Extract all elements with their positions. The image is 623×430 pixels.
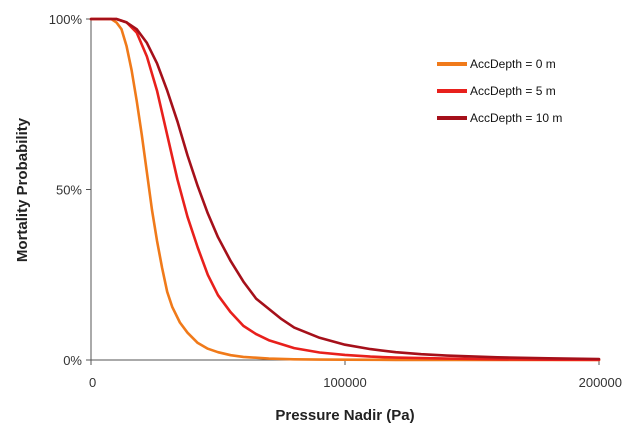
y-axis-title: Mortality Probability xyxy=(14,117,31,262)
x-tick-label: 100000 xyxy=(323,375,366,390)
x-tick-label: 200000 xyxy=(579,375,622,390)
series-lines xyxy=(89,17,601,362)
legend-label-1: AccDepth = 5 m xyxy=(470,84,556,98)
x-axis-ticks: 0 100000 200000 xyxy=(89,360,622,390)
x-axis-title: Pressure Nadir (Pa) xyxy=(275,407,414,424)
y-axis-ticks: 0% 50% 100% xyxy=(49,12,91,368)
y-tick-label: 50% xyxy=(56,183,82,198)
series-line-0 xyxy=(89,17,601,362)
x-tick-label: 0 xyxy=(89,375,96,390)
series-line-1 xyxy=(89,17,601,362)
legend-label-0: AccDepth = 0 m xyxy=(470,57,556,71)
series-line-2 xyxy=(89,17,601,361)
legend: AccDepth = 0 m AccDepth = 5 m AccDepth = 1… xyxy=(437,57,562,125)
legend-label-2: AccDepth = 10 m xyxy=(470,111,562,125)
y-tick-label: 100% xyxy=(49,12,83,27)
y-tick-label: 0% xyxy=(63,353,82,368)
